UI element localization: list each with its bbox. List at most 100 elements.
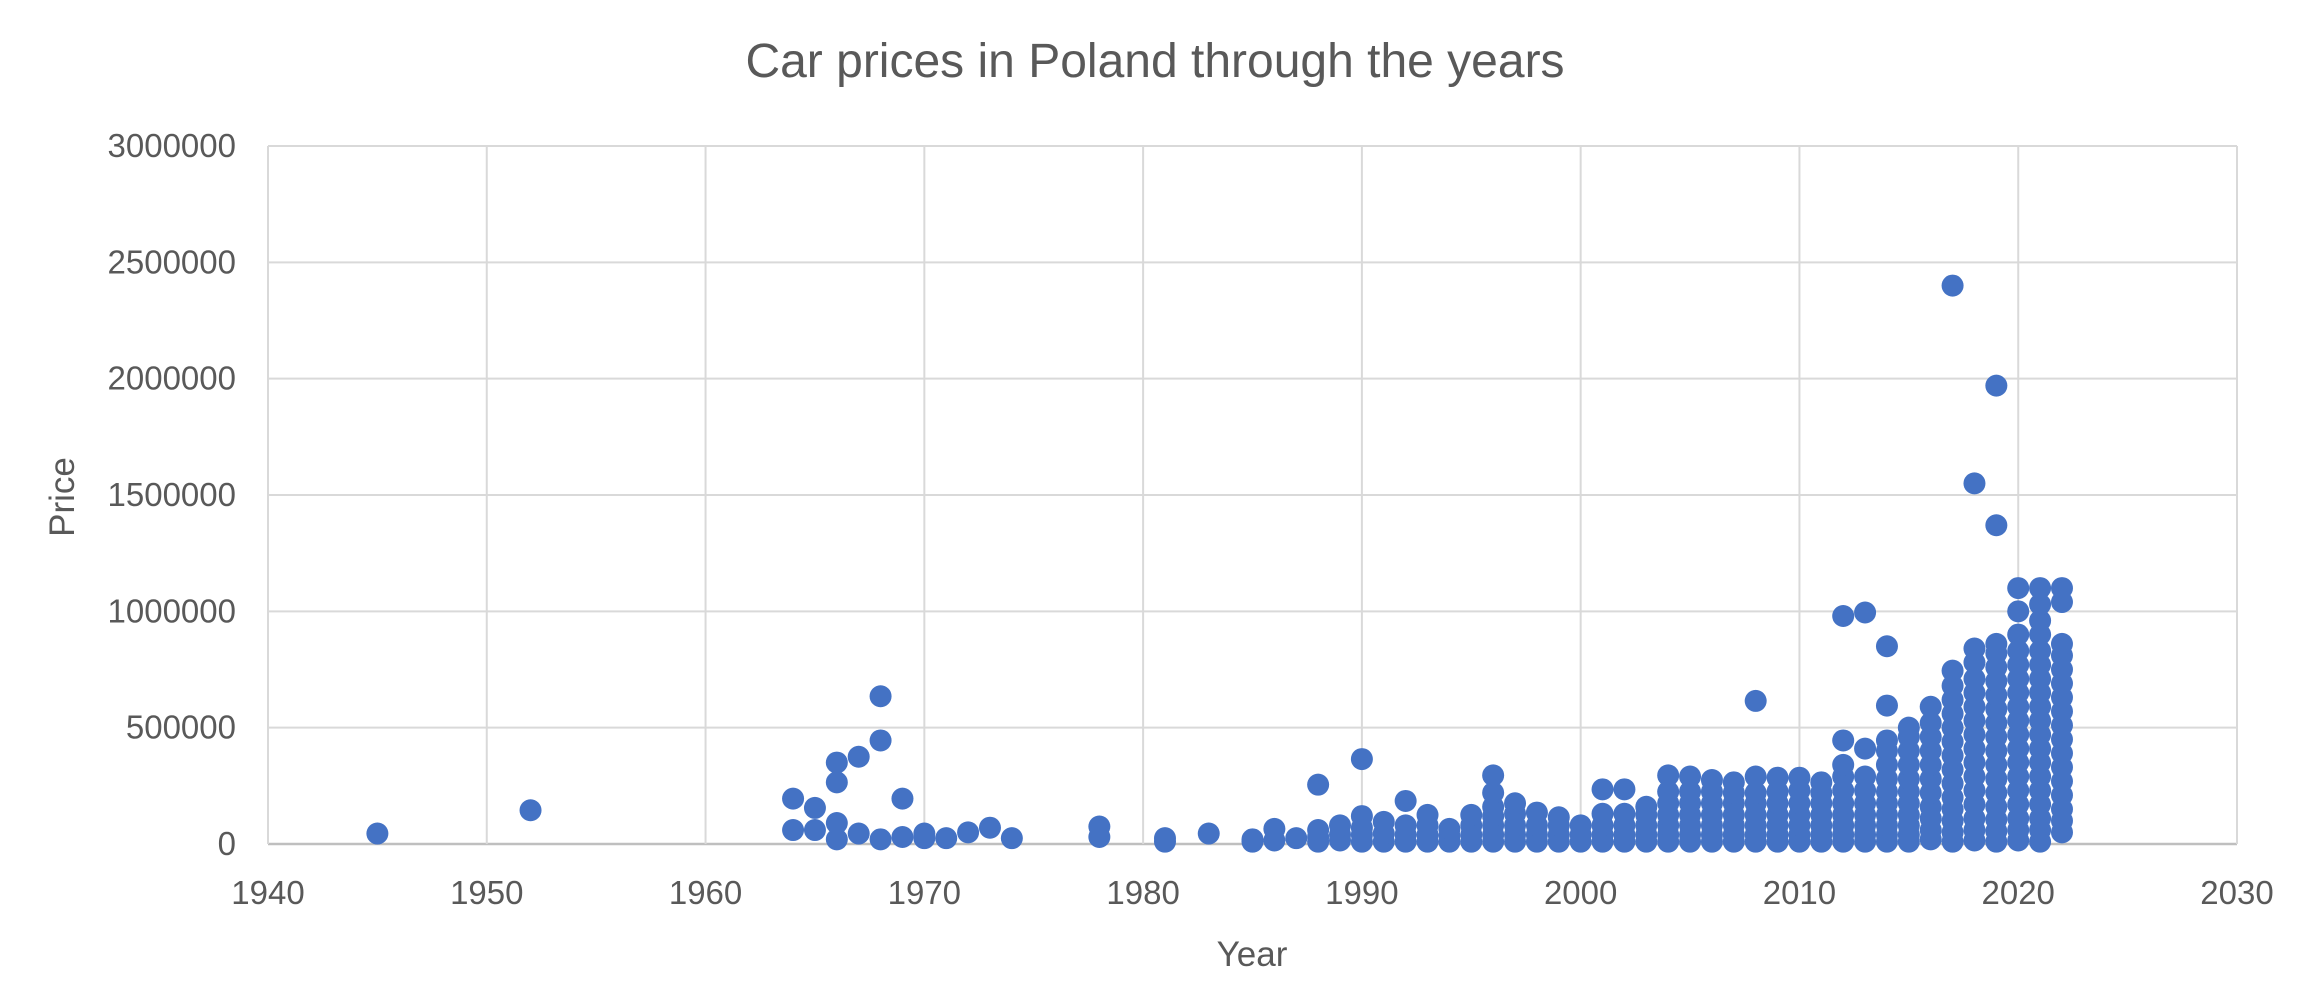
data-point bbox=[1438, 817, 1461, 840]
data-point bbox=[1394, 814, 1417, 837]
data-point bbox=[2007, 577, 2030, 600]
data-point bbox=[1810, 771, 1833, 794]
data-point bbox=[1285, 827, 1308, 850]
data-point bbox=[519, 799, 542, 822]
data-point bbox=[1941, 659, 1964, 682]
data-point bbox=[935, 827, 958, 850]
data-point bbox=[1372, 810, 1395, 833]
data-point bbox=[1941, 274, 1964, 297]
data-point bbox=[2029, 639, 2052, 662]
data-point bbox=[1307, 819, 1330, 842]
x-tick-label: 1990 bbox=[1325, 874, 1398, 911]
x-tick-label: 1980 bbox=[1106, 874, 1179, 911]
data-point bbox=[782, 787, 805, 810]
data-point bbox=[1875, 729, 1898, 752]
y-tick-label: 0 bbox=[218, 825, 236, 862]
y-tick-label: 3000000 bbox=[108, 127, 236, 164]
data-point bbox=[1394, 789, 1417, 812]
y-tick-label: 1500000 bbox=[108, 476, 236, 513]
data-point bbox=[1569, 814, 1592, 837]
data-point bbox=[1963, 472, 1986, 495]
data-point bbox=[847, 822, 870, 845]
data-point bbox=[1766, 766, 1789, 789]
data-point bbox=[1875, 635, 1898, 658]
data-point bbox=[1854, 765, 1877, 788]
data-point bbox=[1416, 803, 1439, 826]
data-point bbox=[1591, 802, 1614, 825]
data-point bbox=[1657, 780, 1680, 803]
data-point bbox=[825, 828, 848, 851]
data-point bbox=[782, 819, 805, 842]
data-point bbox=[2029, 593, 2052, 616]
data-point bbox=[913, 822, 936, 845]
data-point bbox=[1482, 764, 1505, 787]
data-point bbox=[1241, 828, 1264, 851]
data-point bbox=[1307, 773, 1330, 796]
data-point bbox=[2029, 609, 2052, 632]
data-point bbox=[869, 828, 892, 851]
data-point bbox=[1897, 716, 1920, 739]
data-point bbox=[1832, 753, 1855, 776]
data-point bbox=[366, 822, 389, 845]
data-point bbox=[1985, 374, 2008, 397]
data-point bbox=[1613, 802, 1636, 825]
chart-title: Car prices in Poland through the years bbox=[745, 35, 1564, 88]
data-point bbox=[803, 819, 826, 842]
tick-labels: 0 500000 1000000 1500000 2000000 2500000 30000… bbox=[108, 127, 2274, 911]
data-point bbox=[1525, 801, 1548, 824]
x-tick-label: 1940 bbox=[231, 874, 304, 911]
x-tick-label: 2030 bbox=[2200, 874, 2273, 911]
data-point bbox=[1591, 778, 1614, 801]
data-point bbox=[1088, 815, 1111, 838]
x-tick-label: 2000 bbox=[1544, 874, 1617, 911]
data-point bbox=[2029, 577, 2052, 600]
data-point bbox=[1875, 694, 1898, 717]
y-tick-label: 2000000 bbox=[108, 360, 236, 397]
data-point bbox=[891, 787, 914, 810]
data-point bbox=[2007, 600, 2030, 623]
data-point bbox=[1329, 814, 1352, 837]
x-tick-label: 1960 bbox=[669, 874, 742, 911]
data-point bbox=[978, 816, 1001, 839]
data-point bbox=[1722, 771, 1745, 794]
data-point bbox=[891, 826, 914, 849]
data-point bbox=[1635, 795, 1658, 818]
data-point bbox=[2007, 639, 2030, 662]
y-tick-label: 1000000 bbox=[108, 592, 236, 629]
data-point bbox=[825, 751, 848, 774]
data-point bbox=[1679, 765, 1702, 788]
data-point bbox=[1679, 780, 1702, 803]
data-point bbox=[1482, 781, 1505, 804]
data-point bbox=[1832, 729, 1855, 752]
x-tick-label: 1970 bbox=[888, 874, 961, 911]
data-point bbox=[1854, 737, 1877, 760]
data-point bbox=[1985, 514, 2008, 537]
data-point bbox=[1941, 674, 1964, 697]
data-point bbox=[1788, 766, 1811, 789]
data-point bbox=[1263, 817, 1286, 840]
y-tick-label: 2500000 bbox=[108, 243, 236, 280]
data-point bbox=[2007, 623, 2030, 646]
data-point bbox=[1000, 827, 1023, 850]
data-point bbox=[1197, 822, 1220, 845]
data-point bbox=[1919, 695, 1942, 718]
data-point bbox=[1350, 805, 1373, 828]
data-point bbox=[1919, 712, 1942, 735]
gridlines bbox=[267, 145, 2238, 846]
x-tick-label: 1950 bbox=[450, 874, 523, 911]
data-point bbox=[1744, 689, 1767, 712]
data-point bbox=[847, 745, 870, 768]
data-point bbox=[1350, 748, 1373, 771]
x-axis-title: Year bbox=[1217, 935, 1288, 974]
data-point bbox=[825, 812, 848, 835]
data-point bbox=[1744, 781, 1767, 804]
data-point bbox=[1700, 769, 1723, 792]
data-point bbox=[1832, 604, 1855, 627]
data-point bbox=[1854, 601, 1877, 624]
data-point bbox=[1744, 765, 1767, 788]
data-point bbox=[2050, 632, 2073, 655]
data-point bbox=[1547, 806, 1570, 829]
data-point bbox=[1460, 803, 1483, 826]
